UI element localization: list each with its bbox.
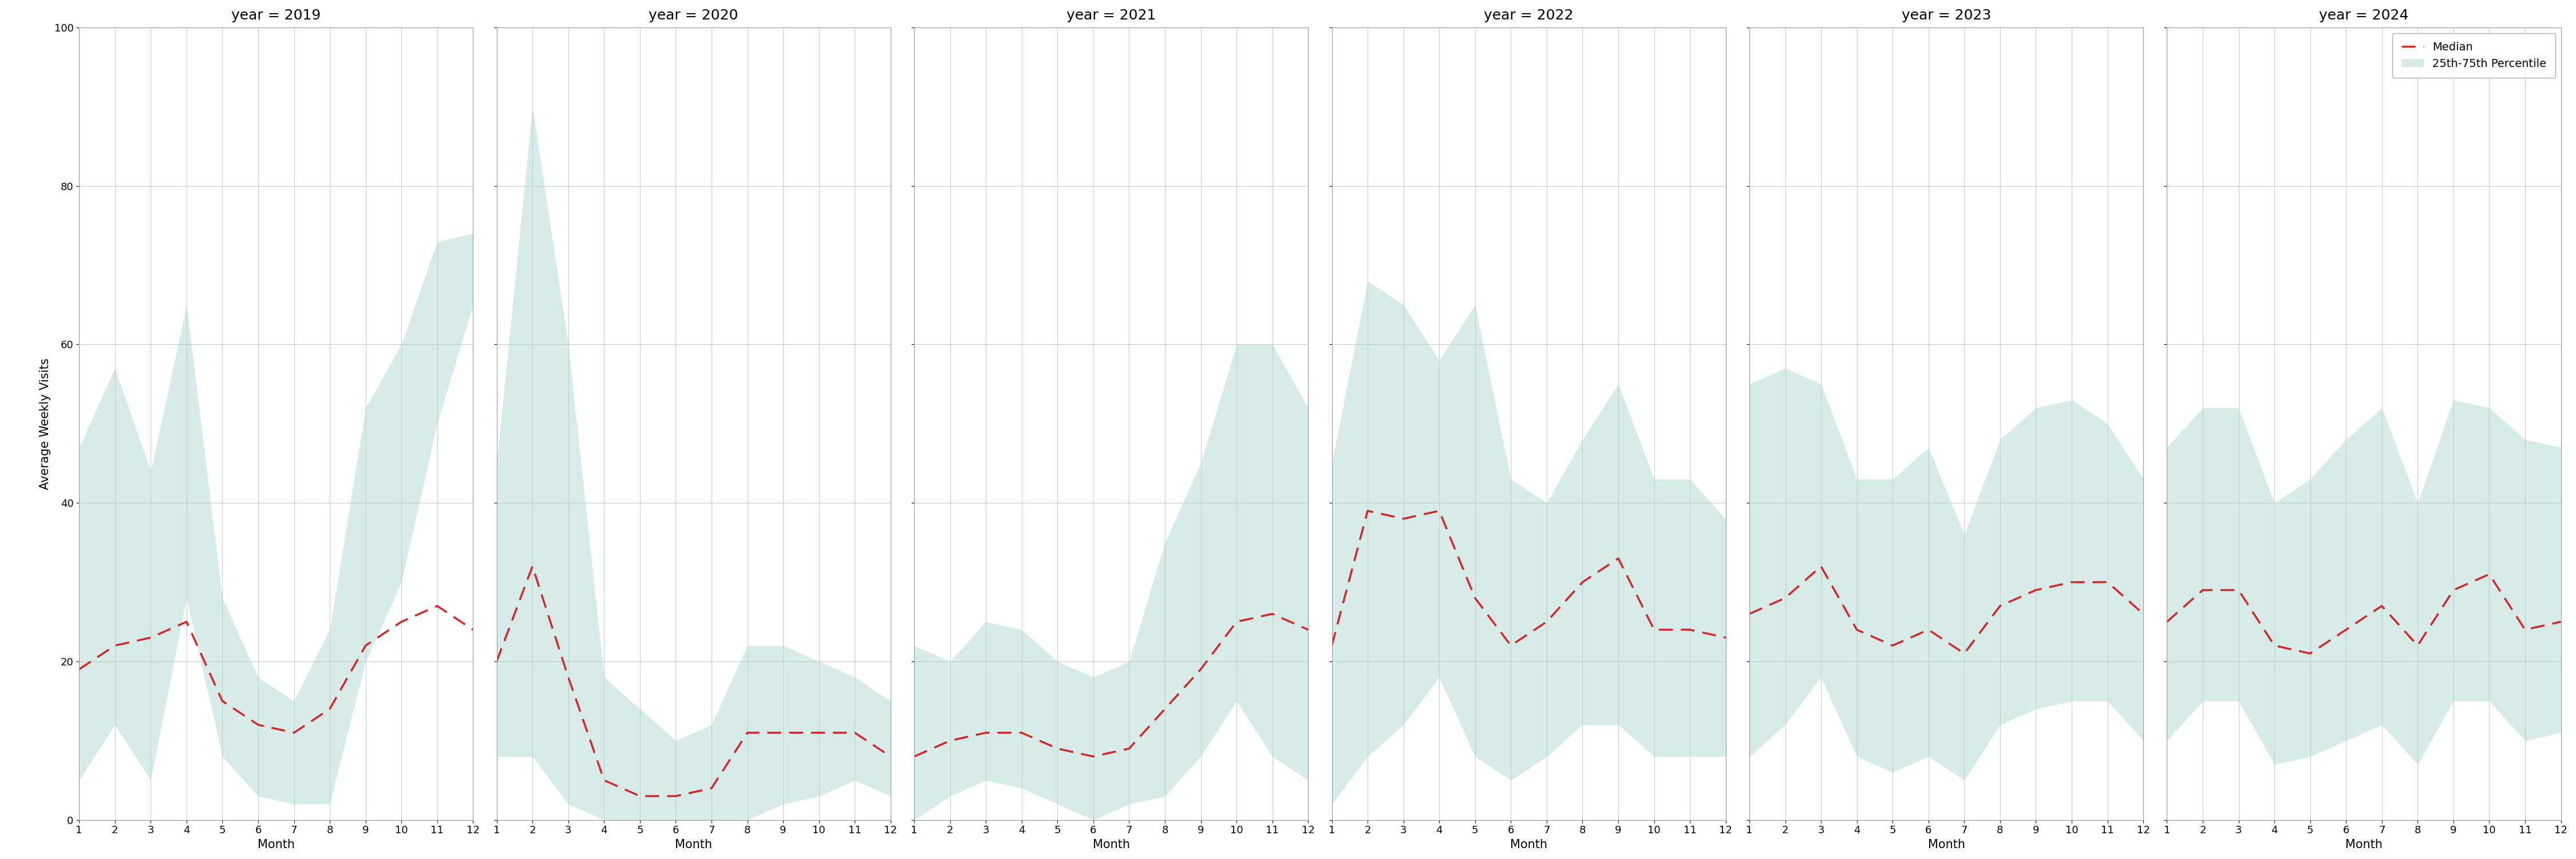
Median <box>1257 609 1288 619</box>
Median <box>1077 752 1108 762</box>
Title: year = 2024: year = 2024 <box>2318 9 2409 22</box>
Median <box>2331 624 2362 635</box>
Median <box>899 752 930 762</box>
Line: Median: Median <box>914 614 1309 757</box>
Median <box>2545 617 2576 627</box>
Median <box>242 720 273 730</box>
Median <box>278 728 309 738</box>
Median <box>623 791 654 801</box>
Line: Median: Median <box>1332 511 1726 646</box>
X-axis label: Month: Month <box>2344 839 2383 850</box>
Median <box>1530 617 1561 627</box>
Line: Median: Median <box>2166 574 2561 654</box>
Median <box>386 617 417 627</box>
Median <box>2473 569 2504 579</box>
Median <box>1806 561 1837 571</box>
Median <box>518 561 549 571</box>
Median <box>590 775 621 785</box>
Y-axis label: Average Weekly Visits: Average Weekly Visits <box>39 358 52 490</box>
Title: year = 2022: year = 2022 <box>1484 9 1574 22</box>
Median <box>350 641 381 651</box>
Median <box>1566 577 1597 588</box>
Median <box>1602 553 1633 564</box>
Median <box>696 783 726 794</box>
Median <box>1293 624 1324 635</box>
Median <box>2187 585 2218 595</box>
Line: Median: Median <box>80 606 474 733</box>
Median <box>2151 617 2182 627</box>
Median <box>2092 577 2123 588</box>
Median <box>1113 743 1144 753</box>
Median <box>2056 577 2087 588</box>
Median <box>100 641 131 651</box>
X-axis label: Month: Month <box>1092 839 1131 850</box>
Median <box>971 728 1002 738</box>
Median <box>2128 609 2159 619</box>
Line: Median: Median <box>1749 566 2143 654</box>
Median <box>2403 641 2434 651</box>
Median <box>314 704 345 714</box>
Line: Median: Median <box>497 566 891 796</box>
Median <box>1984 600 2014 611</box>
Median <box>935 735 966 746</box>
Median <box>732 728 762 738</box>
Median <box>2295 649 2326 659</box>
Median <box>1043 743 1074 753</box>
Median <box>1674 624 1705 635</box>
Median <box>1425 506 1455 516</box>
Median <box>422 600 453 611</box>
Median <box>1914 624 1945 635</box>
Median <box>1221 617 1252 627</box>
Median <box>2367 600 2398 611</box>
Median <box>1461 593 1492 603</box>
Median <box>1710 632 1741 643</box>
Median <box>1950 649 1981 659</box>
Median <box>1007 728 1038 738</box>
X-axis label: Month: Month <box>1927 839 1965 850</box>
Median <box>1316 641 1347 651</box>
Median <box>137 632 167 643</box>
Median <box>1770 593 1801 603</box>
Median <box>1149 704 1180 714</box>
Median <box>876 752 907 762</box>
Title: year = 2020: year = 2020 <box>649 9 739 22</box>
Median <box>1185 664 1216 674</box>
Median <box>482 656 513 667</box>
X-axis label: Month: Month <box>258 839 294 850</box>
Median <box>1638 624 1669 635</box>
Median <box>2223 585 2254 595</box>
Median <box>64 664 95 674</box>
Median <box>1497 641 1528 651</box>
Median <box>768 728 799 738</box>
Median <box>2437 585 2468 595</box>
Median <box>1842 624 1873 635</box>
Legend: Median, 25th-75th Percentile: Median, 25th-75th Percentile <box>2393 33 2555 78</box>
X-axis label: Month: Month <box>675 839 711 850</box>
Median <box>1388 514 1419 524</box>
Median <box>1352 506 1383 516</box>
Title: year = 2021: year = 2021 <box>1066 9 1157 22</box>
Median <box>459 624 489 635</box>
Median <box>2020 585 2050 595</box>
Title: year = 2019: year = 2019 <box>232 9 322 22</box>
Median <box>206 696 237 706</box>
X-axis label: Month: Month <box>1510 839 1548 850</box>
Median <box>2509 624 2540 635</box>
Title: year = 2023: year = 2023 <box>1901 9 1991 22</box>
Median <box>554 672 585 682</box>
Median <box>1734 609 1765 619</box>
Median <box>2259 641 2290 651</box>
Median <box>659 791 690 801</box>
Median <box>840 728 871 738</box>
Median <box>1878 641 1909 651</box>
Median <box>804 728 835 738</box>
Median <box>170 617 201 627</box>
